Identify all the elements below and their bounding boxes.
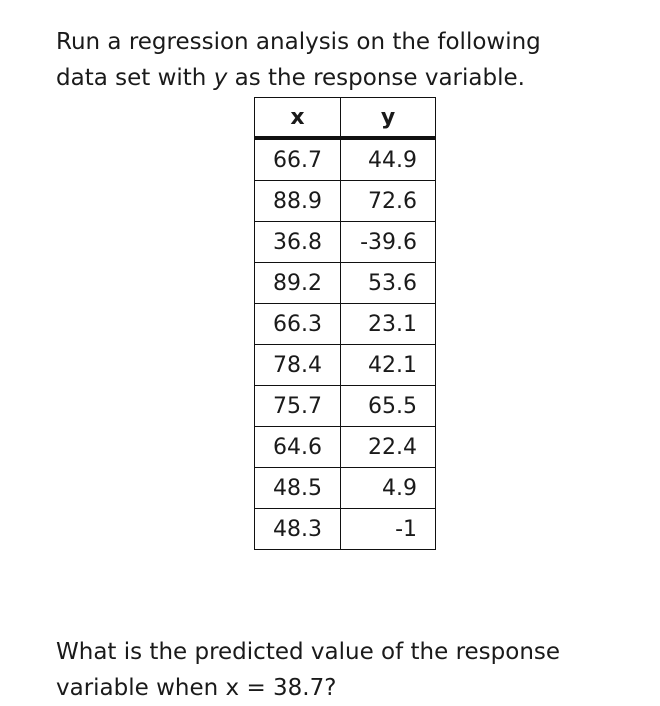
cell-x: 48.5 [254,467,341,509]
cell-y: 4.9 [340,467,436,509]
table-row: 78.4 42.1 [254,344,436,386]
table-row: 75.7 65.5 [254,385,436,427]
table-row: 36.8 -39.6 [254,221,436,263]
cell-y: 65.5 [340,385,436,427]
header-x: x [254,97,341,140]
cell-x: 78.4 [254,344,341,386]
cell-x: 75.7 [254,385,341,427]
cell-x: 89.2 [254,262,341,304]
table-row: 88.9 72.6 [254,180,436,222]
cell-y: 42.1 [340,344,436,386]
cell-x: 88.9 [254,180,341,222]
cell-y: 44.9 [340,137,436,181]
question-line-1: What is the predicted value of the respo… [56,639,561,665]
problem-line-1: Run a regression analysis on the followi… [56,29,541,55]
table-row: 66.7 44.9 [254,137,436,181]
problem-line-2-end: as the response variable. [227,65,525,91]
problem-line-2-start: data set with [56,65,214,91]
cell-x: 64.6 [254,426,341,468]
table-row: 48.5 4.9 [254,467,436,509]
table-row: 64.6 22.4 [254,426,436,468]
table-row: 48.3 -1 [254,508,436,550]
cell-y: 22.4 [340,426,436,468]
cell-y: -39.6 [340,221,436,263]
response-variable: y [213,65,228,91]
cell-y: 72.6 [340,180,436,222]
cell-x: 48.3 [254,508,341,550]
data-table: x y 66.7 44.9 88.9 72.6 36.8 -39.6 89.2 53.6 66.… [254,97,436,550]
table-header-row: x y [254,97,436,140]
cell-y: 53.6 [340,262,436,304]
question-line-2: variable when x = 38.7? [56,675,337,701]
cell-x: 36.8 [254,221,341,263]
cell-y: -1 [340,508,436,550]
table-row: 66.3 23.1 [254,303,436,345]
cell-x: 66.3 [254,303,341,345]
problem-statement: Run a regression analysis on the followi… [56,24,636,96]
question-text: What is the predicted value of the respo… [56,634,646,706]
table-body: 66.7 44.9 88.9 72.6 36.8 -39.6 89.2 53.6 66.3 23.… [254,137,436,550]
table-row: 89.2 53.6 [254,262,436,304]
header-y: y [340,97,436,140]
cell-y: 23.1 [340,303,436,345]
cell-x: 66.7 [254,137,341,181]
